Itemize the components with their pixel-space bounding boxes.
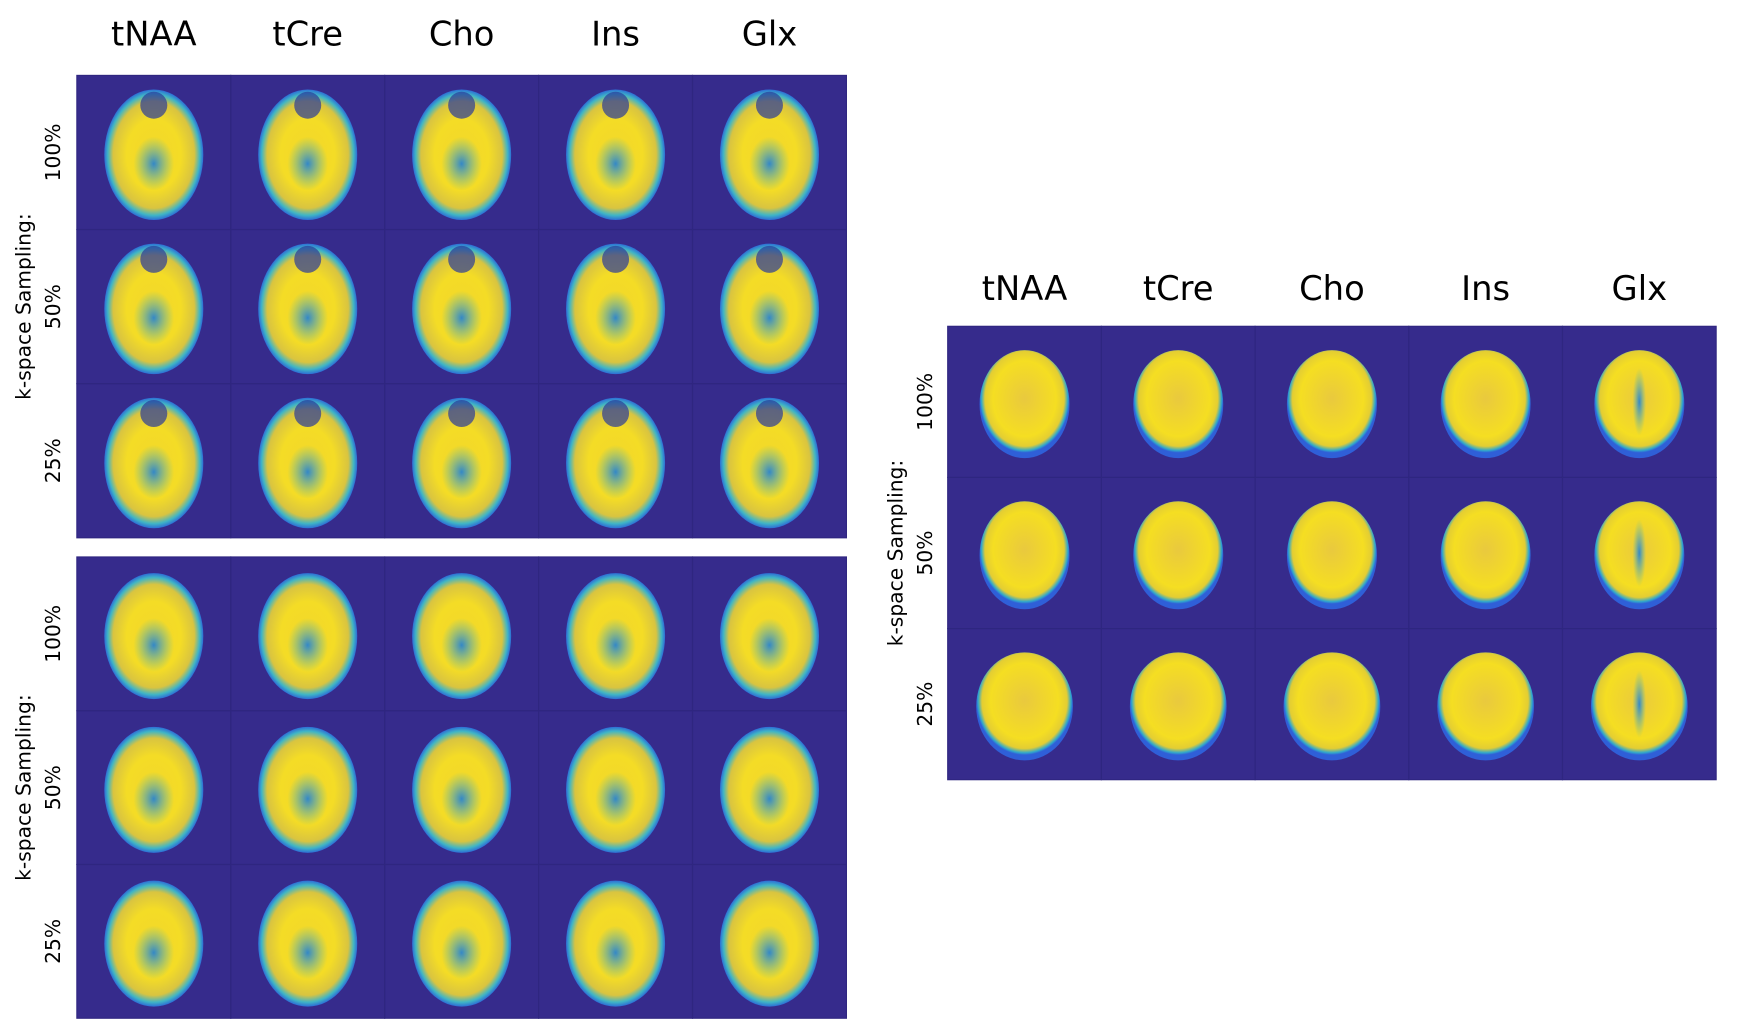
ventricle <box>287 444 328 499</box>
frontal-region <box>602 91 630 119</box>
column-header: tNAA <box>982 269 1068 308</box>
ventricle <box>441 771 482 826</box>
ventricle <box>133 925 175 980</box>
frontal-region <box>755 399 783 427</box>
ventricle <box>595 290 636 345</box>
ventricle <box>749 618 790 673</box>
ventricle <box>133 444 175 499</box>
frontal-region <box>755 245 783 273</box>
frontal-region <box>140 245 168 273</box>
frontal-region <box>294 399 322 427</box>
midline <box>1632 519 1647 587</box>
row-label: 100% <box>913 373 937 431</box>
ventricle <box>133 618 175 673</box>
brain-map <box>1129 652 1227 761</box>
midline <box>1632 368 1647 436</box>
row-axis-label: k-space Sampling: <box>884 460 908 646</box>
brain-map <box>1133 350 1224 459</box>
brain-map <box>1437 652 1535 761</box>
ventricle <box>441 618 482 673</box>
frontal-region <box>755 91 783 119</box>
ventricle <box>287 290 328 345</box>
ventricle <box>595 444 636 499</box>
row-label: 25% <box>41 919 65 964</box>
column-header: Glx <box>742 15 798 54</box>
ventricle <box>133 290 175 345</box>
ventricle <box>133 771 175 826</box>
frontal-region <box>448 91 476 119</box>
frontal-region <box>140 399 168 427</box>
column-header: Cho <box>429 15 495 54</box>
ventricle <box>749 290 790 345</box>
ventricle <box>441 290 482 345</box>
ventricle <box>749 136 790 191</box>
ventricle <box>749 444 790 499</box>
ventricle <box>133 136 175 191</box>
cell <box>691 863 847 1019</box>
midline <box>1632 670 1647 738</box>
ventricle <box>595 925 636 980</box>
cell <box>691 383 847 539</box>
brain-map <box>1283 652 1381 761</box>
brain-map <box>1440 350 1531 459</box>
row-label: 25% <box>41 438 65 483</box>
row-label: 100% <box>41 124 65 182</box>
brain-map <box>1133 501 1224 610</box>
frontal-region <box>602 399 630 427</box>
brain-map <box>979 350 1070 459</box>
row-label: 50% <box>41 284 65 329</box>
ventricle <box>749 771 790 826</box>
ventricle <box>287 136 328 191</box>
ventricle <box>749 925 790 980</box>
column-header: tCre <box>1143 269 1214 308</box>
row-label: 100% <box>41 605 65 663</box>
cell <box>1561 628 1717 781</box>
column-header: Ins <box>1461 269 1510 308</box>
ventricle <box>441 444 482 499</box>
ventricle <box>595 771 636 826</box>
row-label: 50% <box>913 530 937 575</box>
ventricle <box>287 925 328 980</box>
column-header: Cho <box>1299 269 1365 308</box>
row-axis-label: k-space Sampling: <box>12 694 36 880</box>
brain-map <box>1286 350 1377 459</box>
ventricle <box>441 136 482 191</box>
ventricle <box>441 925 482 980</box>
frontal-region <box>294 245 322 273</box>
ventricle <box>595 136 636 191</box>
brain-map <box>1286 501 1377 610</box>
row-label: 25% <box>913 682 937 727</box>
brain-map <box>1440 501 1531 610</box>
ventricle <box>287 618 328 673</box>
frontal-region <box>294 91 322 119</box>
column-header: tCre <box>272 15 343 54</box>
column-header: Glx <box>1612 269 1668 308</box>
brain-map <box>979 501 1070 610</box>
frontal-region <box>140 91 168 119</box>
row-label: 50% <box>41 765 65 810</box>
frontal-region <box>448 245 476 273</box>
column-header: Ins <box>591 15 640 54</box>
ventricle <box>595 618 636 673</box>
ventricle <box>287 771 328 826</box>
frontal-region <box>602 245 630 273</box>
row-axis-label: k-space Sampling: <box>12 213 36 399</box>
column-header: tNAA <box>111 15 197 54</box>
frontal-region <box>448 399 476 427</box>
brain-map <box>976 652 1073 761</box>
